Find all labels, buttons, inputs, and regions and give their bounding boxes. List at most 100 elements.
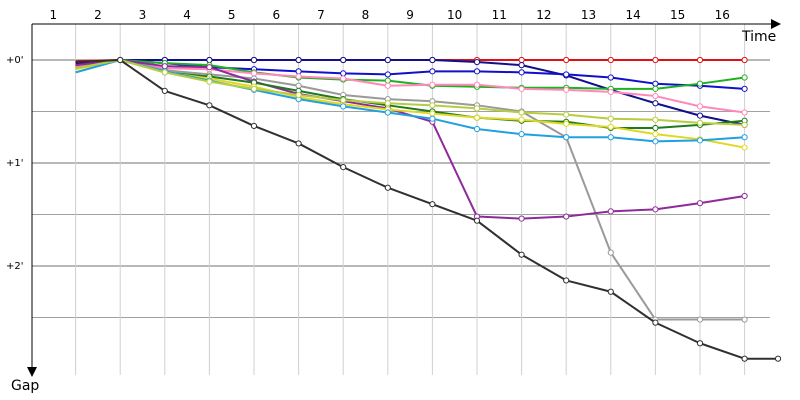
x-tick-label: 5: [228, 8, 236, 22]
data-point: [473, 58, 481, 66]
data-point: [384, 109, 391, 116]
data-point: [340, 70, 347, 77]
data-point: [518, 85, 525, 92]
series-layer: [75, 56, 782, 362]
data-point: [429, 68, 436, 75]
data-point: [652, 138, 659, 145]
data-point: [652, 100, 659, 107]
data-point: [429, 115, 436, 122]
data-point: [607, 123, 614, 131]
data-point: [429, 102, 436, 109]
data-point: [518, 131, 525, 138]
data-point: [429, 56, 436, 64]
x-tick-label: 6: [272, 8, 280, 22]
data-point: [250, 56, 258, 64]
data-point: [607, 288, 614, 295]
data-point: [741, 56, 748, 64]
data-point: [340, 75, 347, 82]
data-point: [295, 73, 302, 80]
series-line: [75, 59, 745, 126]
data-point: [741, 355, 748, 362]
data-point: [206, 78, 213, 85]
data-point: [518, 69, 525, 76]
axes: [27, 19, 781, 377]
data-point: [652, 206, 659, 213]
data-point: [384, 77, 391, 84]
data-point: [563, 120, 570, 127]
data-point: [741, 121, 748, 128]
data-point: [741, 74, 748, 81]
data-point: [741, 85, 748, 92]
data-point: [563, 71, 570, 78]
data-point: [250, 85, 258, 92]
data-point: [518, 116, 525, 123]
series-line: [75, 59, 745, 126]
data-point: [473, 217, 481, 224]
y-tick-label: +1': [6, 158, 24, 169]
x-tick-label: 10: [447, 8, 462, 22]
x-tick-label: 9: [406, 8, 414, 22]
data-point: [652, 116, 659, 123]
data-point: [741, 134, 748, 141]
data-point: [607, 88, 614, 96]
series-line: [75, 59, 745, 90]
series-6: [75, 56, 748, 323]
x-tick-label: 11: [492, 8, 507, 22]
series-line: [75, 59, 745, 114]
data-point: [741, 144, 748, 151]
x-axis-arrow: [771, 19, 781, 29]
data-point: [161, 87, 168, 95]
series-line: [75, 59, 745, 143]
x-tick-label: 15: [670, 8, 685, 22]
series-line: [75, 59, 745, 129]
data-point: [473, 114, 481, 121]
data-point: [607, 134, 614, 141]
data-point: [250, 122, 258, 130]
data-point: [607, 74, 614, 81]
data-point: [741, 109, 748, 116]
data-point: [652, 131, 659, 138]
x-tick-label: 14: [625, 8, 640, 22]
data-point: [429, 110, 436, 117]
data-point: [429, 201, 436, 208]
data-point: [563, 56, 570, 64]
x-tick-label: 1: [49, 8, 57, 22]
data-point: [696, 137, 704, 144]
data-point: [384, 71, 391, 78]
data-point: [518, 109, 525, 116]
data-point: [473, 105, 481, 112]
data-point: [652, 56, 659, 64]
data-point: [696, 200, 704, 207]
data-point: [473, 125, 481, 133]
data-point: [741, 316, 748, 323]
data-point: [384, 82, 391, 89]
data-point: [340, 164, 347, 171]
x-tick-label: 13: [581, 8, 596, 22]
x-tick-label: 16: [715, 8, 730, 22]
x-tick-label: 4: [183, 8, 191, 22]
data-point: [295, 140, 302, 147]
labels: 1 2 3 4 5 6 7 8 9 10 11 12 13 14 15 16+0'+1'+2': [6, 8, 730, 272]
data-point: [696, 103, 704, 110]
y-axis-arrow: [27, 367, 37, 377]
data-point: [607, 208, 614, 215]
data-point: [295, 56, 302, 64]
data-point: [518, 56, 525, 64]
data-point: [652, 124, 659, 132]
data-point: [652, 92, 659, 100]
y-axis-title: Gap: [11, 378, 39, 394]
data-point: [696, 119, 704, 126]
x-tick-label: 2: [94, 8, 102, 22]
data-point: [563, 134, 570, 141]
series-line: [75, 59, 745, 90]
data-point: [384, 56, 391, 64]
data-point: [696, 80, 704, 87]
data-point: [206, 56, 213, 64]
data-point: [518, 251, 525, 258]
data-point: [563, 111, 570, 118]
data-point: [696, 112, 704, 119]
series-line: [75, 59, 745, 321]
data-point: [607, 115, 614, 122]
data-point: [295, 82, 302, 89]
data-point: [117, 56, 124, 64]
